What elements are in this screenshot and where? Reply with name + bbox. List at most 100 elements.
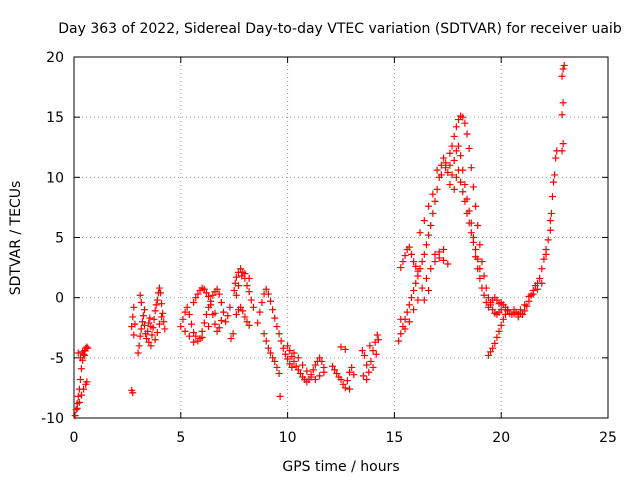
data-point xyxy=(146,314,154,322)
data-point xyxy=(205,292,213,300)
data-point xyxy=(497,321,505,329)
data-point xyxy=(140,321,148,329)
data-point xyxy=(217,317,225,325)
data-point xyxy=(559,65,567,73)
data-point xyxy=(262,337,270,345)
data-point xyxy=(76,375,84,383)
data-point xyxy=(472,253,480,261)
data-point xyxy=(136,332,144,340)
data-point xyxy=(548,193,556,201)
data-point xyxy=(534,285,542,293)
data-point xyxy=(547,209,555,217)
x-tick-label: 5 xyxy=(176,430,185,446)
data-point xyxy=(359,372,367,380)
data-point xyxy=(72,406,80,414)
data-point xyxy=(418,258,426,266)
data-point xyxy=(425,286,433,294)
data-point xyxy=(440,246,448,254)
data-point xyxy=(159,309,167,317)
data-point xyxy=(491,339,499,347)
data-point xyxy=(346,368,354,376)
data-point xyxy=(318,357,326,365)
data-point xyxy=(286,360,294,368)
data-point xyxy=(341,384,349,392)
data-point xyxy=(200,285,208,293)
data-point xyxy=(538,265,546,273)
data-point xyxy=(420,296,428,304)
y-tick-label: 5 xyxy=(55,231,64,247)
data-point xyxy=(499,315,507,323)
data-point xyxy=(80,385,88,393)
data-point xyxy=(467,164,475,172)
data-point xyxy=(367,357,375,365)
data-point xyxy=(425,202,433,210)
data-point xyxy=(264,290,272,298)
data-point xyxy=(425,231,433,239)
data-point xyxy=(211,309,219,317)
data-point xyxy=(542,250,550,258)
data-point xyxy=(139,312,147,320)
data-point xyxy=(472,246,480,254)
data-point xyxy=(130,303,138,311)
data-point xyxy=(273,363,281,371)
data-point xyxy=(185,332,193,340)
data-point xyxy=(465,144,473,152)
data-point xyxy=(521,307,529,315)
data-point xyxy=(412,262,420,270)
data-point xyxy=(440,154,448,162)
data-point xyxy=(418,284,426,292)
data-point xyxy=(450,132,458,140)
y-tick-label: -5 xyxy=(50,351,64,367)
data-point xyxy=(560,61,568,69)
grid-lines xyxy=(74,57,608,418)
data-point xyxy=(179,315,187,323)
data-point xyxy=(395,337,403,345)
data-point xyxy=(536,274,544,282)
data-point xyxy=(190,329,198,337)
data-point xyxy=(77,365,85,373)
data-point xyxy=(190,338,198,346)
data-point xyxy=(495,327,503,335)
data-point xyxy=(489,306,497,314)
data-point xyxy=(136,291,144,299)
data-point xyxy=(431,250,439,258)
data-point xyxy=(264,344,272,352)
data-point xyxy=(407,294,415,302)
data-point xyxy=(262,285,270,293)
data-point xyxy=(311,375,319,383)
data-point xyxy=(239,307,247,315)
data-point xyxy=(74,349,82,357)
data-point xyxy=(209,291,217,299)
data-point xyxy=(245,288,253,296)
data-point xyxy=(433,166,441,174)
data-point xyxy=(245,321,253,329)
data-point xyxy=(198,333,206,341)
data-point xyxy=(343,377,351,385)
data-point xyxy=(232,273,240,281)
data-point xyxy=(273,323,281,331)
data-point xyxy=(558,72,566,80)
data-point xyxy=(358,347,366,355)
data-point xyxy=(148,331,156,339)
data-point xyxy=(427,221,435,229)
data-point xyxy=(267,297,275,305)
data-point xyxy=(83,378,91,386)
data-point xyxy=(448,142,456,150)
data-point xyxy=(271,314,279,322)
data-point xyxy=(452,147,460,155)
data-point xyxy=(452,123,460,131)
data-point xyxy=(459,113,467,121)
data-point xyxy=(249,303,257,311)
data-point xyxy=(337,343,345,351)
data-point xyxy=(275,330,283,338)
data-point xyxy=(493,296,501,304)
data-point xyxy=(372,350,380,358)
data-point xyxy=(405,318,413,326)
data-point xyxy=(412,279,420,287)
data-point xyxy=(429,209,437,217)
data-point xyxy=(73,404,81,412)
data-point xyxy=(550,178,558,186)
data-point xyxy=(461,119,469,127)
data-point xyxy=(454,116,462,124)
